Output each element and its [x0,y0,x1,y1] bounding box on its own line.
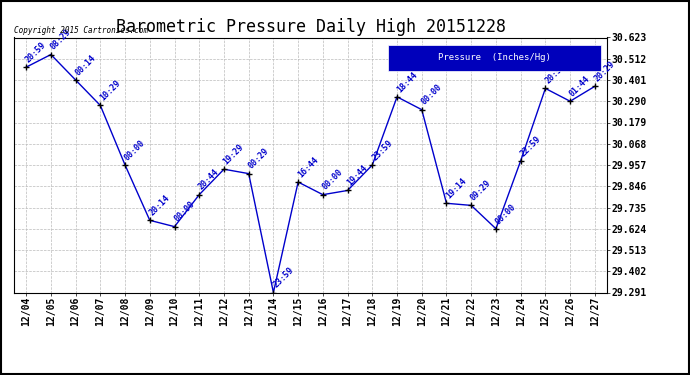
Text: 10:29: 10:29 [98,79,122,103]
Text: 23:59: 23:59 [370,138,394,162]
Text: 00:00: 00:00 [321,168,345,192]
Text: 01:44: 01:44 [568,74,592,99]
Text: 20:59: 20:59 [543,62,567,86]
Text: 00:00: 00:00 [123,138,147,162]
FancyBboxPatch shape [388,45,601,70]
Text: 00:29: 00:29 [246,147,270,171]
Text: Copyright 2015 Cartronics.com: Copyright 2015 Cartronics.com [14,26,148,35]
Text: 00:00: 00:00 [172,200,197,224]
Title: Barometric Pressure Daily High 20151228: Barometric Pressure Daily High 20151228 [115,18,506,36]
Text: 09:29: 09:29 [469,178,493,203]
Text: 20:29: 20:29 [593,60,617,84]
Text: 23:59: 23:59 [271,266,295,290]
Text: 00:00: 00:00 [494,202,518,226]
Text: 20:14: 20:14 [148,194,172,217]
Text: 22:59: 22:59 [518,134,542,158]
Text: 00:00: 00:00 [420,83,444,107]
Text: 00:14: 00:14 [73,53,97,77]
Text: 19:44: 19:44 [346,164,369,188]
Text: 20:44: 20:44 [197,168,221,192]
Text: 20:59: 20:59 [24,40,48,64]
Text: 18:44: 18:44 [395,70,419,94]
Text: Pressure  (Inches/Hg): Pressure (Inches/Hg) [438,53,551,62]
Text: 08:29: 08:29 [49,28,72,52]
Text: 19:29: 19:29 [221,142,246,166]
Text: 16:44: 16:44 [296,155,320,179]
Text: 19:14: 19:14 [444,177,469,201]
